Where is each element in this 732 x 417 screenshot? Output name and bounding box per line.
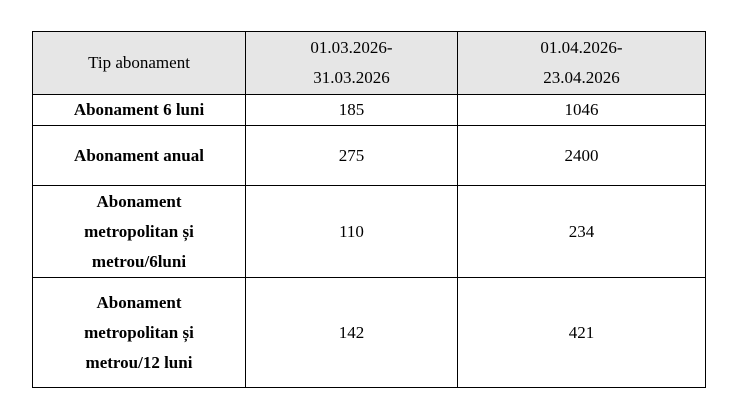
table-row: Abonament metropolitan și metrou/6luni 110… — [32, 185, 706, 278]
row-name-text: Abonament 6 luni — [73, 100, 205, 119]
row-name-text: metrou/12 luni — [85, 352, 193, 372]
header-type: Tip abonament — [32, 31, 246, 95]
row-name: Abonament metropolitan și metrou/12 luni — [32, 277, 246, 388]
cell-value: 275 — [245, 125, 458, 186]
row-name: Abonament metropolitan și metrou/6luni — [32, 185, 246, 278]
row-name: Abonament 6 luni — [32, 94, 246, 126]
cell-value: 142 — [245, 277, 458, 388]
cell-value: 185 — [245, 94, 458, 126]
cell-value: 2400 — [457, 125, 706, 186]
header-row: Tip abonament 01.03.2026- 31.03.2026 01.0… — [32, 31, 706, 95]
table-row: Abonament 6 luni 185 1046 — [32, 94, 706, 126]
row-name-text: Abonament anual — [74, 145, 204, 165]
cell-value: 110 — [245, 185, 458, 278]
header-march: 01.03.2026- 31.03.2026 — [245, 31, 458, 95]
header-text: 31.03.2026 — [313, 68, 390, 87]
cell-value: 1046 — [457, 94, 706, 126]
row-name-text: metrou/6luni — [91, 251, 187, 271]
header-text: Tip abonament — [88, 53, 190, 72]
header-text: 23.04.2026 — [543, 68, 620, 87]
row-name-text: Abonament — [96, 191, 182, 211]
row-name-text: metropolitan și — [84, 322, 194, 342]
row-name-text: metropolitan și — [84, 221, 194, 241]
header-text: 01.03.2026- — [310, 38, 393, 57]
header-april: 01.04.2026- 23.04.2026 — [457, 31, 706, 95]
subscriptions-table: Tip abonament 01.03.2026- 31.03.2026 01.0… — [32, 31, 706, 388]
header-text: 01.04.2026- — [540, 38, 623, 57]
cell-value: 234 — [457, 185, 706, 278]
table-row: Abonament anual 275 2400 — [32, 125, 706, 186]
cell-value: 421 — [457, 277, 706, 388]
row-name-text: Abonament — [96, 292, 182, 312]
table-row: Abonament metropolitan și metrou/12 luni 1… — [32, 277, 706, 388]
row-name: Abonament anual — [32, 125, 246, 186]
